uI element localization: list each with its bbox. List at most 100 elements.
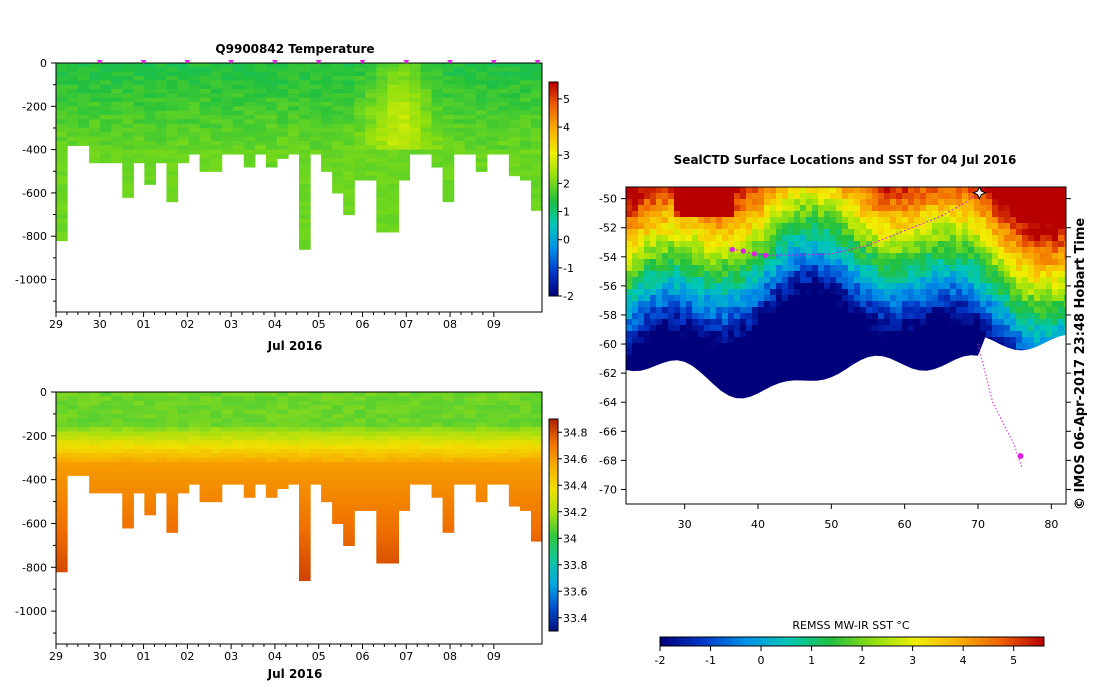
salinity-cell xyxy=(343,488,355,494)
salinity-cell xyxy=(519,462,532,468)
sst-cell xyxy=(872,199,879,206)
salinity-cell xyxy=(398,448,411,454)
salinity-cell xyxy=(210,453,223,459)
salinity-cell xyxy=(453,457,466,463)
temperature-cell xyxy=(321,140,333,146)
sst-cell xyxy=(656,187,663,194)
salinity-cell xyxy=(354,462,366,468)
temperature-cell xyxy=(144,101,157,107)
salinity-cell xyxy=(210,409,223,415)
temperature-cell xyxy=(530,162,542,168)
sst-cell xyxy=(878,283,885,290)
temperature-cell xyxy=(431,97,444,103)
sst-cell xyxy=(884,289,891,296)
salinity-cell xyxy=(111,418,123,424)
salinity-cell xyxy=(166,413,179,419)
y-tick-label: -800 xyxy=(22,561,47,574)
temperature-cell xyxy=(287,132,300,138)
temperature-cell xyxy=(321,110,333,116)
sst-cell xyxy=(860,313,867,320)
temperature-cell xyxy=(365,110,377,116)
temperature-cell xyxy=(530,67,542,73)
sst-cell xyxy=(872,229,879,236)
sst-cell xyxy=(710,259,717,266)
temperature-cell xyxy=(387,192,400,198)
sst-cell xyxy=(740,235,747,242)
salinity-cell xyxy=(56,453,68,459)
sst-cell xyxy=(764,307,771,314)
sst-cell xyxy=(872,205,879,212)
sst-cell xyxy=(632,187,639,194)
sst-cell xyxy=(818,187,825,194)
sst-cell xyxy=(746,319,753,326)
sst-cell xyxy=(626,361,633,368)
salinity-cell xyxy=(321,457,333,463)
sst-cell xyxy=(830,313,837,320)
sst-cell xyxy=(800,373,807,380)
salinity-cell xyxy=(530,413,542,419)
temperature-cell xyxy=(310,140,322,146)
temperature-cell xyxy=(310,106,322,112)
sst-cell xyxy=(686,295,693,302)
sst-cell xyxy=(632,307,639,314)
salinity-cell xyxy=(56,475,68,481)
temperature-cell xyxy=(254,88,267,94)
sst-cell xyxy=(830,355,837,362)
sst-cell xyxy=(896,247,903,254)
temperature-cell xyxy=(210,84,223,90)
temperature-cell xyxy=(332,140,344,146)
salinity-cell xyxy=(56,444,68,450)
sst-cell xyxy=(770,307,777,314)
temperature-cell xyxy=(221,71,234,77)
salinity-cell xyxy=(376,479,388,485)
sst-cell xyxy=(698,199,705,206)
sst-cell xyxy=(704,193,711,200)
temperature-cell xyxy=(276,149,289,155)
temperature-cell xyxy=(310,145,322,151)
sst-cell xyxy=(794,235,801,242)
salinity-cell xyxy=(453,431,466,437)
salinity-cell xyxy=(343,418,355,424)
salinity-cell xyxy=(354,413,366,419)
sst-cell xyxy=(722,199,729,206)
sst-cell xyxy=(764,229,771,236)
temperature-cell xyxy=(221,106,234,112)
sst-cell xyxy=(746,331,753,338)
temperature-cell xyxy=(166,97,179,103)
temperature-cell xyxy=(67,110,79,116)
sst-cell xyxy=(632,289,639,296)
temperature-cell xyxy=(431,101,444,107)
temperature-cell xyxy=(78,119,90,125)
temperature-cell xyxy=(343,188,355,194)
temperature-cell xyxy=(398,171,411,177)
sst-cell xyxy=(854,229,861,236)
sst-cell xyxy=(806,307,813,314)
sst-cell xyxy=(674,211,681,218)
salinity-cell xyxy=(376,470,388,476)
temperature-cell xyxy=(431,140,444,146)
salinity-cell xyxy=(78,444,90,450)
temperature-cell xyxy=(166,80,179,86)
sst-cell xyxy=(656,229,663,236)
temperature-cell xyxy=(464,84,477,90)
salinity-cell xyxy=(100,418,112,424)
sst-cell xyxy=(710,349,717,356)
sst-cell xyxy=(716,265,723,272)
salinity-cell xyxy=(166,470,179,476)
sst-cell xyxy=(722,265,729,272)
salinity-cell xyxy=(232,444,245,450)
salinity-cell xyxy=(464,475,477,481)
temperature-cell xyxy=(89,84,101,90)
salinity-cell xyxy=(387,554,400,560)
temperature-cell xyxy=(133,136,145,142)
sst-cell xyxy=(872,187,879,194)
sst-cell xyxy=(908,271,915,278)
sst-cell xyxy=(908,307,915,314)
temperature-cell xyxy=(343,106,355,112)
salinity-cell xyxy=(420,392,433,397)
sst-cell xyxy=(656,259,663,266)
sst-cell xyxy=(824,241,831,248)
temperature-cell xyxy=(398,97,411,103)
sst-cell xyxy=(848,361,855,368)
temperature-cell xyxy=(111,132,123,138)
